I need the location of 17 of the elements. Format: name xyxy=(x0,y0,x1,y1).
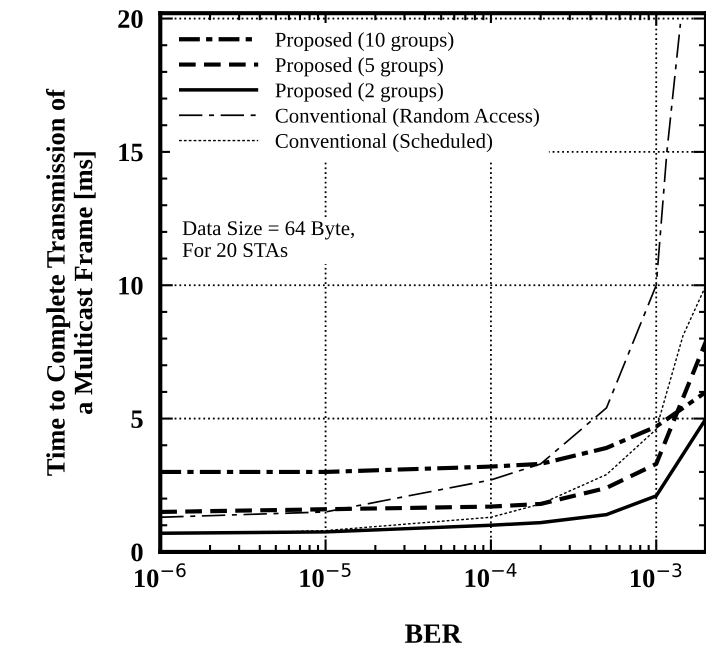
annotation: Data Size = 64 Byte, For 20 STAs xyxy=(182,221,354,258)
legend-label: Conventional (Scheduled) xyxy=(276,133,492,152)
legend-label: Proposed (5 groups) xyxy=(275,57,443,76)
x-tick-label: 10$^{−3}$ xyxy=(631,563,682,588)
y-tick-label: 5 xyxy=(131,410,143,428)
x-tick-label: 10$^{−5}$ xyxy=(300,563,351,588)
y-tick-label: 20 xyxy=(118,10,143,28)
legend-label: Proposed (10 groups) xyxy=(275,32,454,52)
x-tick-label: 10$^{−4}$ xyxy=(466,563,516,588)
x-axis-title: BER xyxy=(405,624,462,643)
legend-label: Proposed (2 groups) xyxy=(275,82,443,102)
y-tick-label: 0 xyxy=(131,544,143,562)
x-tick-label: 10$^{−6}$ xyxy=(135,563,186,588)
y-tick-label: 15 xyxy=(119,144,143,162)
y-tick-label: 10 xyxy=(119,276,143,295)
y-axis-title: Time to Complete Transmission of a Multicast Frame [ms] xyxy=(46,88,96,476)
legend-label: Conventional (Random Access) xyxy=(276,108,539,127)
